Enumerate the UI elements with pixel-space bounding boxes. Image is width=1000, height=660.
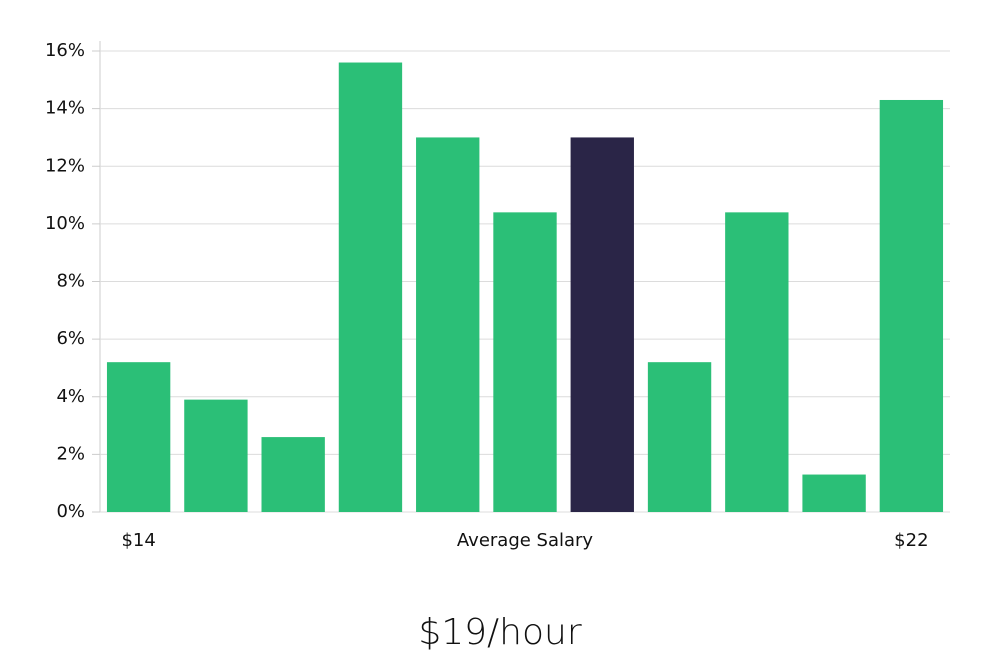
y-tick-label: 8% [56, 271, 85, 292]
x-tick-label: $22 [894, 530, 928, 551]
bar [106, 362, 171, 512]
bar [802, 474, 866, 512]
x-tick-label: $14 [121, 530, 155, 551]
salary-annotation: $19/hour [418, 612, 582, 653]
bar [184, 399, 248, 512]
y-tick-label: 12% [45, 155, 85, 176]
y-tick-label: 4% [56, 386, 85, 407]
y-tick-label: 10% [45, 213, 85, 234]
bar [879, 99, 944, 512]
bar [261, 437, 325, 512]
y-tick-label: 14% [45, 98, 85, 119]
bar [416, 137, 480, 512]
y-tick-label: 16% [45, 40, 85, 61]
bar [493, 212, 557, 512]
x-tick-label: Average Salary [457, 530, 594, 551]
y-tick-label: 2% [56, 443, 85, 464]
bar [570, 137, 634, 512]
bar [647, 362, 712, 512]
bar [725, 212, 789, 512]
bar [338, 62, 403, 513]
y-tick-label: 0% [56, 501, 85, 522]
y-tick-label: 6% [56, 328, 85, 349]
